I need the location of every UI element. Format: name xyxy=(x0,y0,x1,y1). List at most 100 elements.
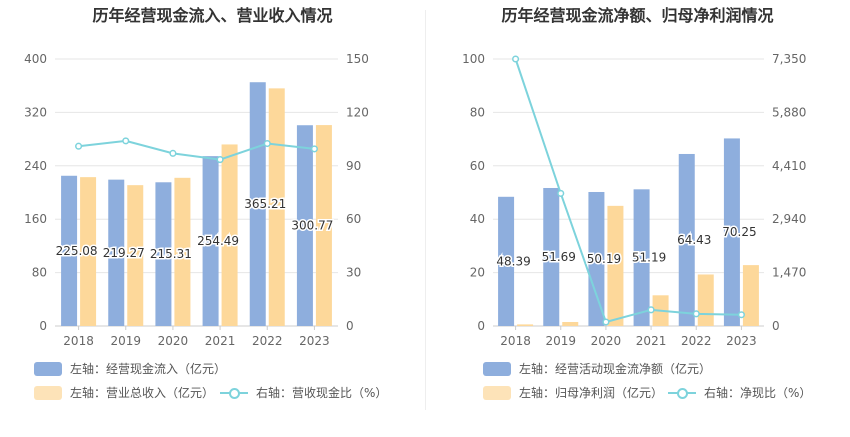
legend-swatch xyxy=(483,361,511,376)
legend-swatch xyxy=(34,385,62,400)
y2-tick-label: 0 xyxy=(346,319,354,333)
legend-label: 右轴：营收现金比（%） xyxy=(256,386,388,400)
data-label: 48.39 xyxy=(496,254,530,268)
y-tick-label: 100 xyxy=(462,52,485,66)
panel-divider xyxy=(425,10,426,410)
y2-tick-label: 7,350 xyxy=(772,52,806,66)
legend-label: 左轴：营业总收入（亿元） xyxy=(70,386,215,400)
bar xyxy=(633,189,650,326)
legend-swatch xyxy=(34,361,62,376)
line-point xyxy=(310,145,318,153)
y-tick-label: 240 xyxy=(24,159,47,173)
legend-item-net-profit[interactable]: 左轴：归母净利润（亿元） xyxy=(483,384,663,401)
chart-plot-area: 0 0 80 30 160 60 240 90 320 120 400 150 2018 2019 2020… xyxy=(24,52,369,348)
bar xyxy=(296,125,313,326)
legend-item-cash-inflow[interactable]: 左轴：经营现金流入（亿元） xyxy=(34,360,226,377)
line-point xyxy=(737,311,745,319)
y2-tick-label: 60 xyxy=(346,212,361,226)
chart-plot-area: 0 0 20 1,470 40 2,940 60 4,410 80 5,880 100 7,350 20… xyxy=(462,52,806,348)
y-tick-label: 40 xyxy=(470,212,485,226)
legend-label: 左轴：经营活动现金流净额（亿元） xyxy=(519,362,712,376)
line-point xyxy=(647,306,655,314)
chart-title: 历年经营现金流入、营业收入情况 xyxy=(92,6,333,25)
line-point xyxy=(75,142,83,150)
bar xyxy=(607,205,624,326)
line-point xyxy=(263,140,271,148)
x-tick-label: 2023 xyxy=(299,334,330,348)
data-label: 254.49 xyxy=(197,234,239,248)
series-line xyxy=(78,139,315,161)
legend-item-revenue[interactable]: 左轴：营业总收入（亿元） xyxy=(34,384,214,401)
x-tick-label: 2020 xyxy=(158,334,189,348)
x-tick-label: 2021 xyxy=(636,334,667,348)
bar xyxy=(80,177,97,326)
y-tick-label: 60 xyxy=(470,159,485,173)
y-tick-label: 400 xyxy=(24,52,47,66)
bar xyxy=(249,82,266,327)
line-point xyxy=(557,189,565,197)
data-label: 300.77 xyxy=(291,219,333,233)
bar xyxy=(268,88,285,327)
x-tick-label: 2022 xyxy=(681,334,712,348)
bar xyxy=(588,191,605,326)
bar xyxy=(517,324,534,326)
bar xyxy=(155,182,172,326)
x-tick-label: 2018 xyxy=(63,334,94,348)
y-tick-label: 160 xyxy=(24,212,47,226)
series-line xyxy=(514,58,742,324)
data-label: 219.27 xyxy=(103,246,145,260)
y-tick-label: 0 xyxy=(39,319,47,333)
data-label: 70.25 xyxy=(722,225,756,239)
legend-item-revenue-cash-ratio[interactable]: 右轴：营收现金比（%） xyxy=(220,384,387,401)
legend-item-net-cash-flow[interactable]: 左轴：经营活动现金流净额（亿元） xyxy=(483,360,711,377)
bar xyxy=(221,144,238,326)
line-point xyxy=(122,137,130,145)
bar xyxy=(498,196,515,326)
y-tick-label: 320 xyxy=(24,105,47,119)
bar xyxy=(315,125,332,327)
x-tick-label: 2023 xyxy=(726,334,757,348)
y2-tick-label: 30 xyxy=(346,266,361,280)
bar xyxy=(678,153,695,326)
bar xyxy=(723,138,740,326)
data-label: 225.08 xyxy=(56,244,98,258)
x-tick-label: 2018 xyxy=(500,334,531,348)
data-label: 64.43 xyxy=(677,233,711,247)
panel-net-cash-profit: 历年经营现金流净额、归母净利润情况 0 0 20 1,470 40 2,940 60 4,41… xyxy=(425,0,850,437)
legend-swatch xyxy=(220,386,248,400)
bar xyxy=(108,179,125,326)
y2-tick-label: 2,940 xyxy=(772,212,806,226)
line-point xyxy=(169,149,177,157)
y2-tick-label: 150 xyxy=(346,52,369,66)
legend-item-net-cash-ratio[interactable]: 右轴：净现比（%） xyxy=(668,384,811,401)
line-point xyxy=(602,318,610,326)
x-tick-label: 2019 xyxy=(110,334,141,348)
line-point xyxy=(216,156,224,164)
data-label: 51.69 xyxy=(542,250,576,264)
y2-tick-label: 5,880 xyxy=(772,105,806,119)
bar xyxy=(543,187,560,326)
x-tick-label: 2019 xyxy=(545,334,576,348)
y-tick-label: 20 xyxy=(470,266,485,280)
y2-tick-label: 90 xyxy=(346,159,361,173)
legend-label: 右轴：净现比（%） xyxy=(704,386,812,400)
bar xyxy=(61,175,78,326)
x-tick-label: 2020 xyxy=(591,334,622,348)
y-tick-label: 80 xyxy=(32,266,47,280)
chart-title: 历年经营现金流净额、归母净利润情况 xyxy=(501,6,774,25)
y2-tick-label: 4,410 xyxy=(772,159,806,173)
x-tick-label: 2021 xyxy=(205,334,236,348)
data-label: 51.19 xyxy=(632,251,666,265)
legend-swatch xyxy=(668,386,696,400)
line-point xyxy=(512,55,520,63)
y2-tick-label: 0 xyxy=(772,319,780,333)
legend-label: 左轴：归母净利润（亿元） xyxy=(519,386,664,400)
legend-swatch xyxy=(483,385,511,400)
y2-tick-label: 120 xyxy=(346,105,369,119)
y2-tick-label: 1,470 xyxy=(772,266,806,280)
data-label: 215.31 xyxy=(150,247,192,261)
line-point xyxy=(692,310,700,318)
y-tick-label: 80 xyxy=(470,105,485,119)
panel-cash-inflow-revenue: 历年经营现金流入、营业收入情况 0 0 80 30 160 60 240 90 320 120 40… xyxy=(24,6,387,401)
